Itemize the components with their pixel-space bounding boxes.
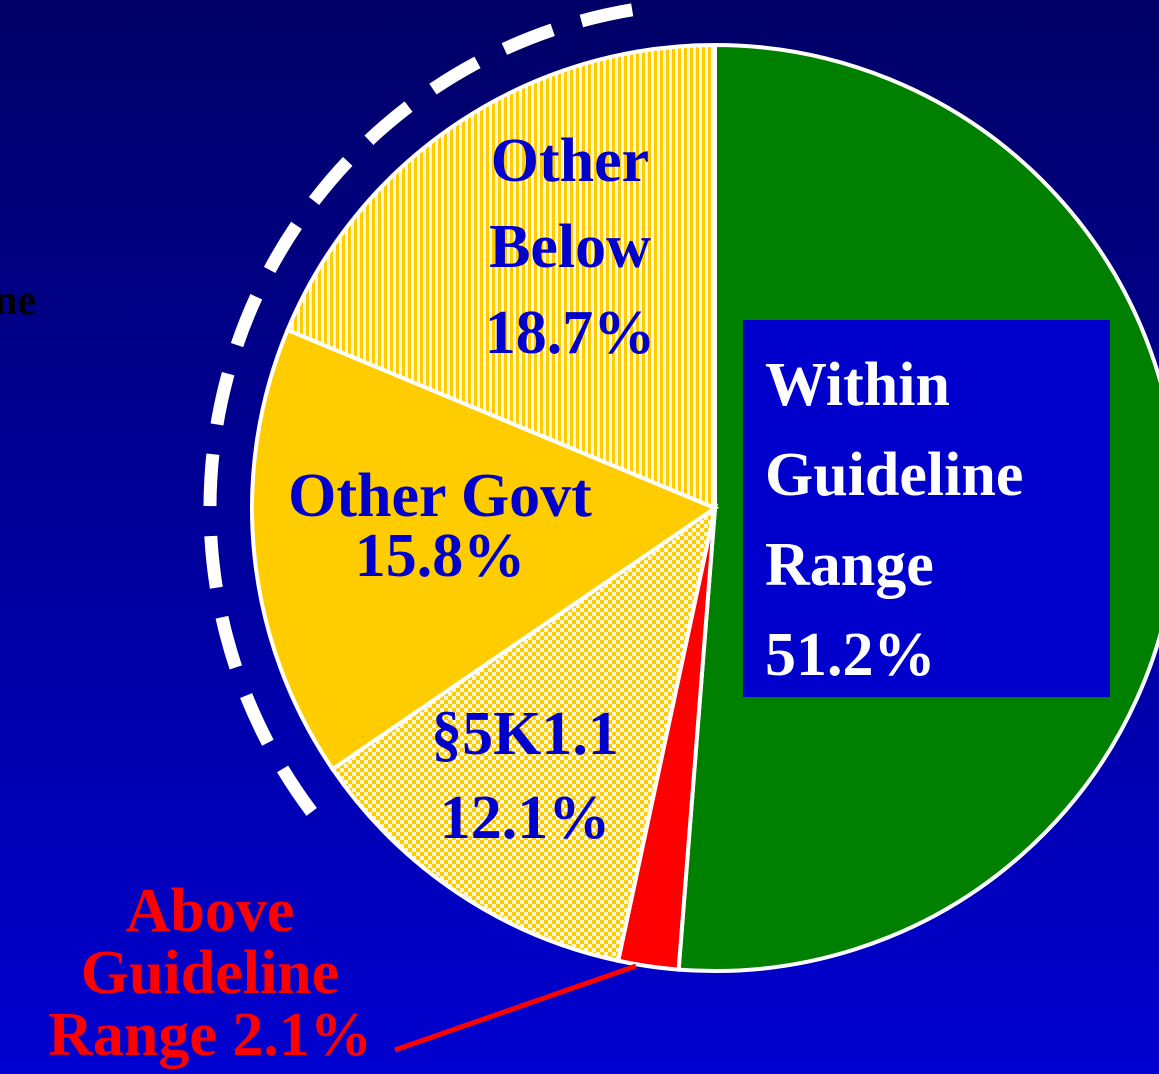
annotation: ne (0, 278, 36, 324)
pie-slice (329, 503, 719, 964)
slice-label: Other Govt 15.8% (230, 462, 650, 590)
category-name: Above Guideline Range (48, 877, 340, 1069)
pie-slice (284, 42, 717, 511)
slice-label: §5K1.1 12.1% (385, 692, 665, 860)
slice-label: Above Guideline Range 2.1% (30, 880, 390, 1066)
value-label: 12.1% (439, 784, 611, 852)
dashed-arc (203, 2, 641, 816)
value-label: 15.8% (354, 522, 526, 590)
value-label: 51.2% (765, 621, 936, 689)
value-label: 18.7% (484, 299, 656, 367)
label-box (743, 320, 1110, 697)
pie-slice (250, 327, 720, 772)
category-name: Other Below (489, 127, 651, 281)
leader-line (394, 963, 637, 1053)
category-name: §5K1.1 (431, 700, 619, 768)
slice-label: Other Below 18.7% (420, 118, 720, 376)
slice-label: Within Guideline Range 51.2% (765, 340, 1095, 700)
category-name: Other Govt (288, 462, 592, 530)
value-label: 2.1% (232, 1001, 372, 1069)
category-name: Within Guideline Range (765, 351, 1024, 599)
